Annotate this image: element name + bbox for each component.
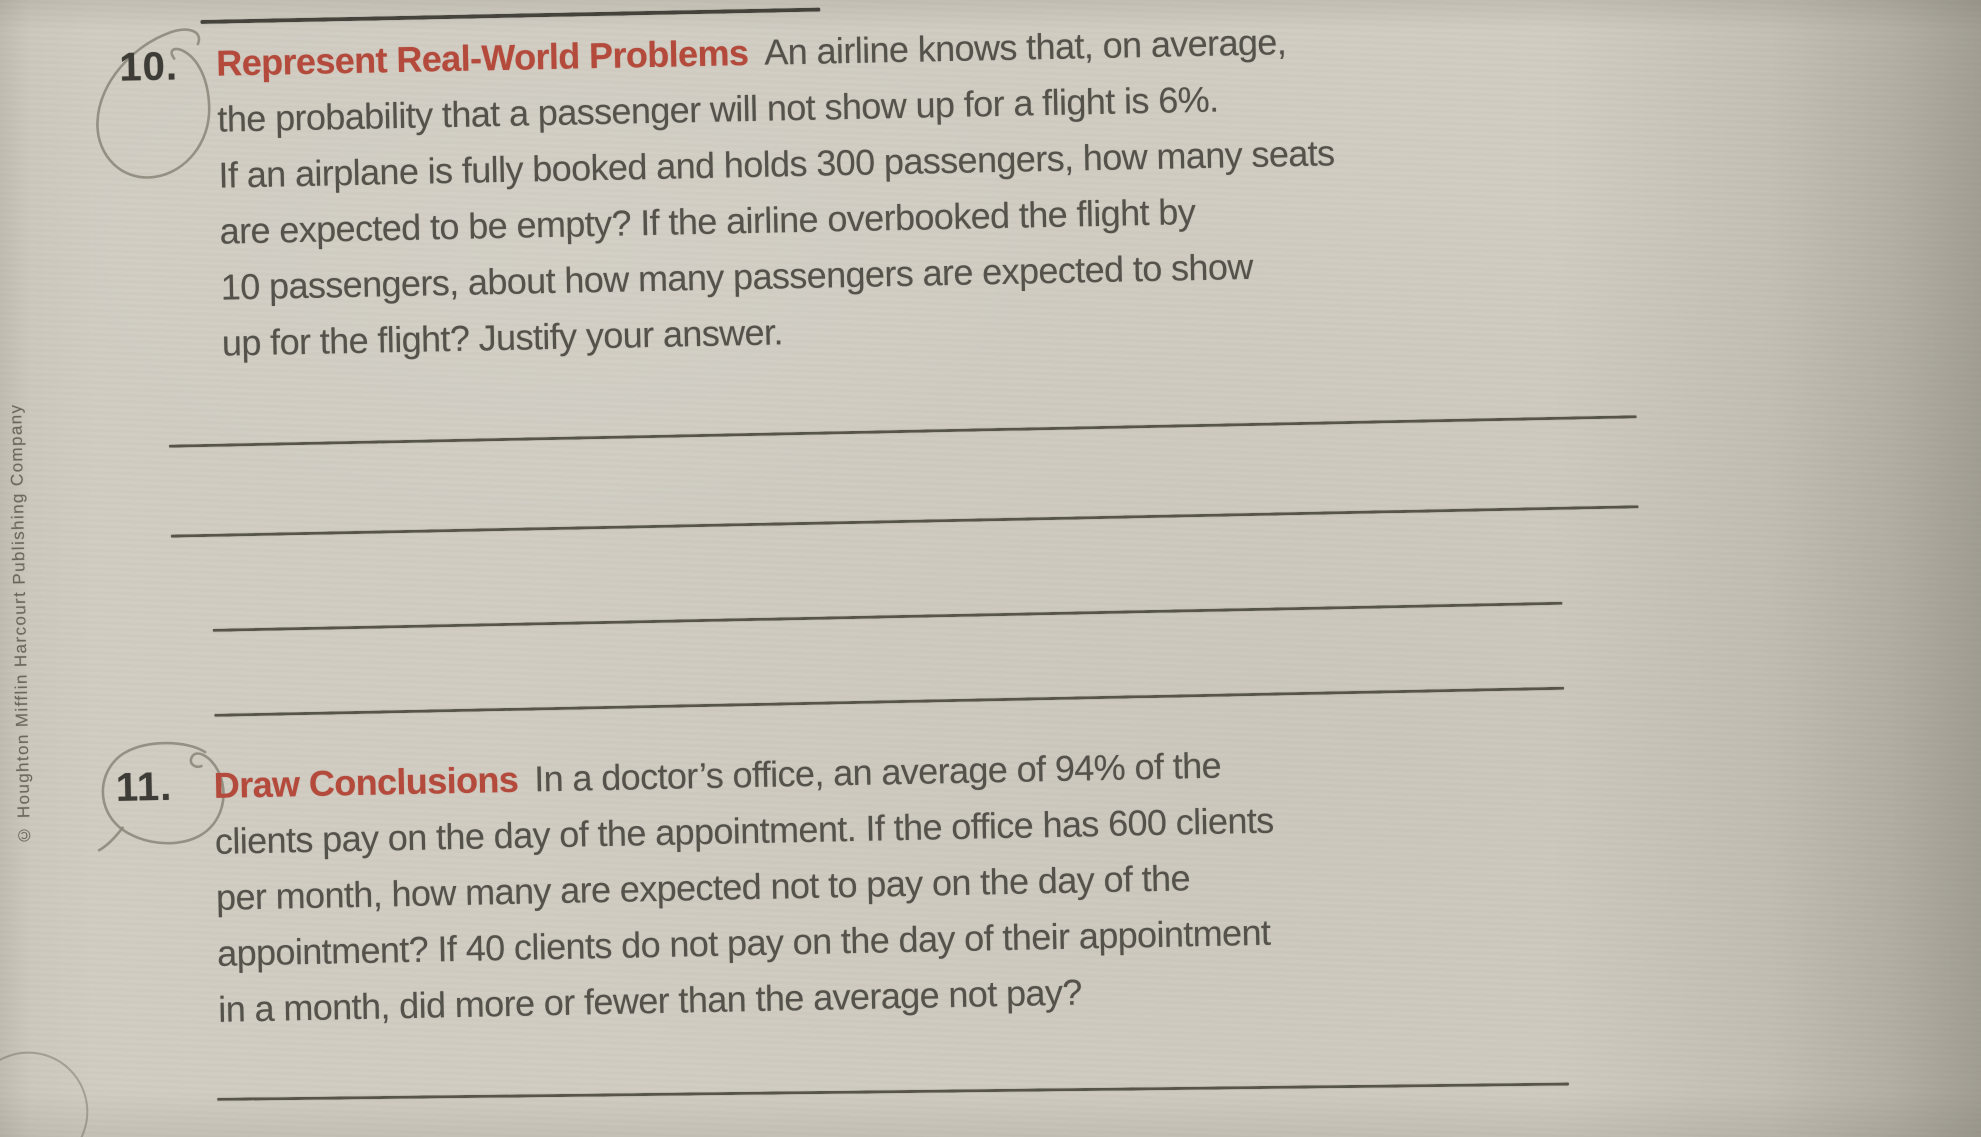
problem-text-span: In a doctor’s office, an average of 94% …	[533, 744, 1222, 800]
problem-10-number: 10.	[118, 44, 179, 90]
problem-11-text: Draw Conclusions In a doctor’s office, an…	[213, 728, 1718, 1038]
answer-line	[217, 1082, 1570, 1101]
answer-line	[170, 505, 1639, 538]
pencil-circle-annotation	[97, 741, 225, 852]
answer-line	[168, 415, 1637, 448]
answer-line	[212, 601, 1563, 632]
answer-line-partial-top	[200, 7, 821, 24]
problem-text-span: An airline knows that, on average,	[763, 21, 1287, 73]
copyright-sidebar-text: © Houghton Mifflin Harcourt Publishing C…	[6, 403, 34, 845]
problem-11-number: 11.	[115, 764, 173, 810]
pencil-circle-annotation	[96, 28, 211, 179]
paper-curl-mark	[0, 1050, 90, 1137]
problem-10-text: Represent Real-World Problems An airline …	[216, 6, 1722, 372]
answer-line	[214, 686, 1565, 717]
problem-11-heading: Draw Conclusions	[213, 758, 519, 806]
problem-10-heading: Represent Real-World Problems	[215, 31, 749, 84]
